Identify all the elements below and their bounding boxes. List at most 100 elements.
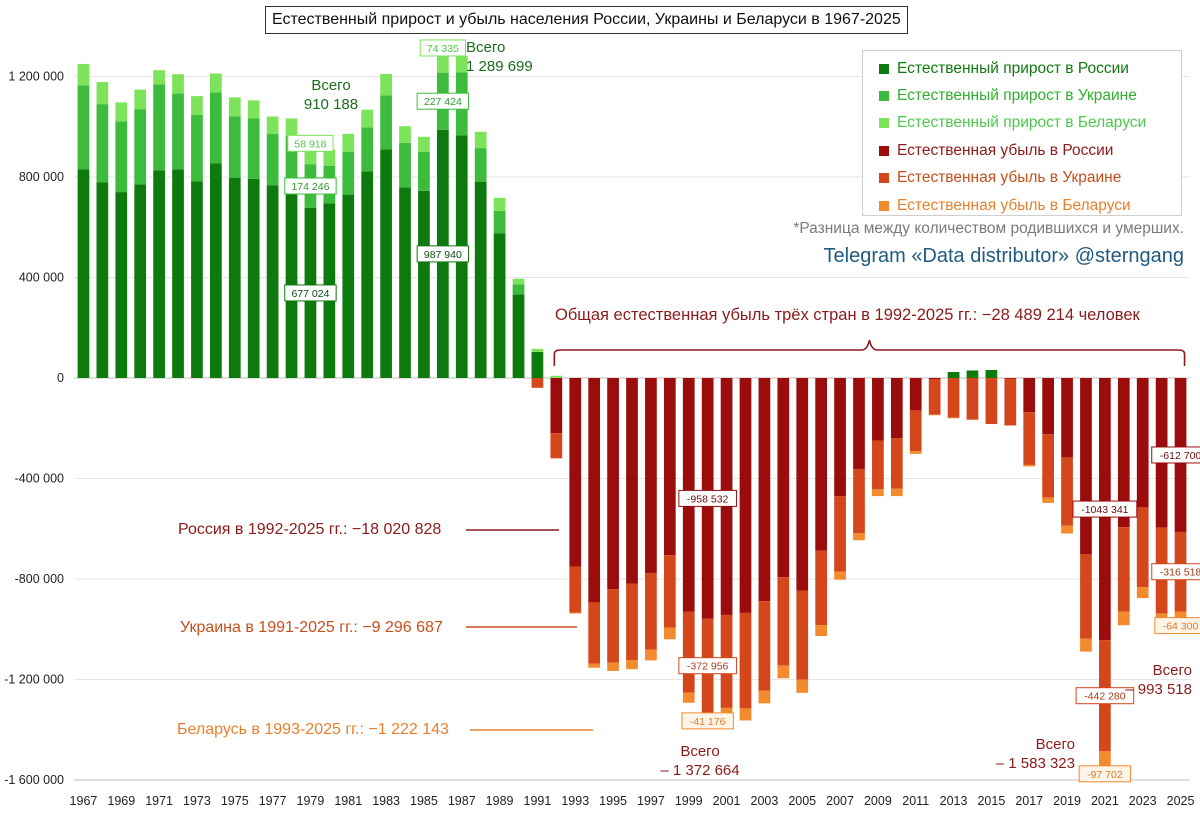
bar-segment bbox=[777, 665, 790, 679]
y-tick-label: -1 600 000 bbox=[4, 773, 64, 787]
total-value: – 1 372 664 bbox=[660, 762, 740, 779]
bar-segment bbox=[1004, 378, 1017, 426]
bar-segment bbox=[531, 351, 544, 378]
data-label: 987 940 bbox=[416, 245, 470, 263]
legend-item-ru-loss: Естественная убыль в России bbox=[879, 137, 1181, 164]
data-label: -958 532 bbox=[678, 489, 737, 507]
bar-segment bbox=[550, 375, 563, 378]
bar-segment bbox=[947, 417, 960, 419]
bar-segment bbox=[815, 378, 828, 551]
bar-segment bbox=[607, 662, 619, 671]
data-label-box bbox=[1151, 563, 1200, 581]
x-tick-label: 1979 bbox=[297, 794, 325, 808]
x-tick-label: 1983 bbox=[372, 794, 400, 808]
x-tick-label: 1973 bbox=[183, 794, 211, 808]
bar-segment bbox=[285, 136, 298, 188]
data-label-text: -1043 341 bbox=[1081, 504, 1128, 516]
bar-segment bbox=[247, 178, 260, 378]
bar-segment bbox=[266, 185, 279, 378]
bar-segment bbox=[266, 116, 279, 135]
data-label: 174 246 bbox=[284, 177, 337, 195]
bar-segment bbox=[626, 583, 638, 661]
x-tick-label: 1993 bbox=[561, 794, 589, 808]
bar-segment bbox=[758, 690, 771, 704]
total-value: – 993 518 bbox=[1125, 681, 1192, 698]
legend-item-by-growth: Естественный прирост в Беларуси bbox=[879, 110, 1181, 137]
bar-segment bbox=[512, 284, 525, 295]
bar-segment bbox=[909, 410, 922, 452]
data-label: -41 176 bbox=[681, 712, 734, 730]
data-label-text: -372 956 bbox=[687, 661, 729, 673]
bar-segment bbox=[1023, 412, 1036, 465]
data-label-text: -97 702 bbox=[1087, 769, 1123, 781]
telegram-credit[interactable]: Telegram «Data distributor» @sterngang bbox=[823, 245, 1185, 267]
bar-segment bbox=[645, 572, 657, 650]
bar-segment bbox=[77, 85, 90, 170]
bar-segment bbox=[1061, 378, 1073, 458]
bar-segment bbox=[1080, 638, 1092, 652]
bar-segment bbox=[1061, 525, 1073, 534]
bar-segment bbox=[815, 550, 828, 626]
bar-segment bbox=[115, 121, 128, 193]
bar-segment bbox=[512, 278, 525, 285]
x-tick-label: 2015 bbox=[977, 794, 1005, 808]
bar-segment bbox=[985, 369, 998, 378]
x-tick-label: 1981 bbox=[334, 794, 362, 808]
russia-total-note: Россия в 1992-2025 гг.: −18 020 828 bbox=[178, 521, 442, 538]
bar-segment bbox=[210, 163, 222, 378]
legend-label: Естественный прирост в Беларуси bbox=[897, 114, 1147, 132]
bar-segment bbox=[588, 663, 601, 668]
bar-segment bbox=[928, 379, 941, 415]
bar-segment bbox=[1136, 587, 1149, 599]
bar-segment bbox=[758, 378, 771, 602]
data-label: -442 280 bbox=[1075, 687, 1135, 705]
bar-segment bbox=[663, 378, 676, 556]
x-tick-label: 1967 bbox=[70, 794, 98, 808]
y-tick-label: 1 200 000 bbox=[8, 70, 64, 84]
bar-segment bbox=[1099, 751, 1111, 776]
bar-segment bbox=[947, 371, 960, 378]
bar-segment bbox=[1023, 464, 1036, 467]
data-label: 677 024 bbox=[284, 284, 337, 302]
bar-segment bbox=[134, 184, 147, 378]
bar-segment bbox=[266, 134, 279, 186]
data-label-box bbox=[419, 39, 466, 57]
bar-segment bbox=[872, 489, 884, 497]
bar-segment bbox=[947, 378, 960, 418]
bar-segment bbox=[96, 182, 109, 378]
x-tick-label: 1999 bbox=[675, 794, 703, 808]
bar-segment bbox=[115, 102, 128, 122]
bar-segment bbox=[1080, 554, 1092, 639]
bar-segment bbox=[1117, 378, 1130, 528]
bar-segment bbox=[682, 692, 695, 703]
bar-segment bbox=[588, 602, 601, 664]
data-label-box bbox=[287, 134, 334, 152]
x-tick-label: 1991 bbox=[524, 794, 552, 808]
bar-segment bbox=[247, 100, 260, 119]
legend-swatch bbox=[879, 200, 889, 211]
bar-segment bbox=[550, 433, 563, 459]
legend-swatch bbox=[879, 145, 889, 156]
x-tick-label: 2001 bbox=[713, 794, 741, 808]
legend-swatch bbox=[879, 91, 889, 102]
bar-segment bbox=[928, 414, 941, 416]
bar-segment bbox=[342, 133, 355, 152]
bar-segment bbox=[228, 116, 241, 179]
x-tick-label: 1985 bbox=[410, 794, 438, 808]
bar-segment bbox=[1136, 378, 1149, 508]
bar-segment bbox=[834, 496, 846, 572]
bar-segment bbox=[890, 438, 903, 489]
total-2021: Всего – 1 583 323 bbox=[985, 735, 1075, 773]
bar-segment bbox=[1080, 378, 1092, 555]
y-tick-label: 400 000 bbox=[19, 271, 64, 285]
bar-segment bbox=[758, 601, 771, 691]
data-label-text: -64 300 bbox=[1163, 621, 1199, 633]
data-label-box bbox=[681, 712, 734, 730]
loss-period-brace bbox=[553, 339, 1186, 366]
bar-segment bbox=[682, 611, 695, 693]
total-word: Всего bbox=[466, 39, 506, 56]
x-tick-label: 2017 bbox=[1015, 794, 1043, 808]
bar-segment bbox=[512, 294, 525, 378]
bar-segment bbox=[663, 627, 676, 640]
